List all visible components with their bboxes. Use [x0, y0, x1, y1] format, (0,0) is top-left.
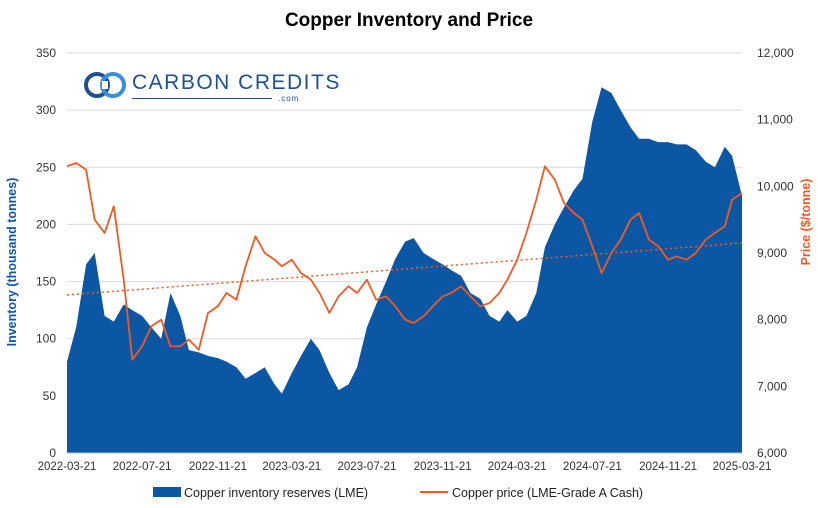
- chart-title: Copper Inventory and Price: [284, 10, 534, 31]
- y-left-tick-label: 150: [36, 275, 56, 289]
- y-axis-left-label: Inventory (thousand tonnes): [5, 178, 19, 347]
- legend-label-price: Copper price (LME-Grade A Cash): [452, 486, 643, 500]
- x-tick-label: 2024-07-21: [563, 461, 622, 473]
- inventory-area: [67, 87, 742, 454]
- y-left-tick-label: 100: [36, 332, 56, 346]
- y-left-tick-label: 350: [36, 46, 56, 60]
- y-left-tick-label: 200: [36, 217, 56, 231]
- x-tick-label: 2023-03-21: [262, 461, 321, 473]
- y-right-tick-label: 11,000: [757, 113, 793, 127]
- inventory-area-layer: [67, 87, 742, 454]
- x-tick-label: 2023-11-21: [414, 461, 472, 473]
- y-right-tick-label: 9,000: [757, 246, 787, 260]
- logo-domain: .com: [278, 94, 300, 103]
- price-line: [66, 162, 743, 361]
- logo-name: CARBON CREDITS: [132, 71, 341, 94]
- x-tick-label: 2024-11-21: [639, 461, 697, 473]
- x-tick-label: 2022-03-21: [38, 461, 97, 473]
- y-left-tick-label: 50: [43, 389, 57, 403]
- x-tick-label: 2023-07-21: [338, 461, 397, 473]
- y-right-tick-label: 8,000: [757, 313, 787, 327]
- y-left-tick-label: 250: [36, 160, 56, 174]
- x-tick-label: 2022-11-21: [189, 461, 247, 473]
- legend-swatch-inventory: [153, 487, 181, 497]
- axes: 0 50 100 150 200 250 300 350 6,000 7,000 8,000 9,00…: [36, 46, 794, 473]
- y-right-tick-label: 6,000: [757, 446, 787, 460]
- x-tick-label: 2025-03-21: [713, 461, 772, 473]
- logo-mark-icon: [84, 72, 126, 98]
- logo-rule: [132, 98, 272, 99]
- y-right-tick-label: 12,000: [757, 46, 794, 60]
- legend: Copper inventory reserves (LME) Copper p…: [153, 486, 643, 500]
- y-axis-right-label: Price ($/tonne): [799, 179, 813, 266]
- y-right-tick-label: 10,000: [757, 179, 794, 193]
- carbon-credits-logo: CARBON CREDITS .com: [82, 68, 339, 107]
- legend-label-inventory: Copper inventory reserves (LME): [184, 486, 368, 500]
- y-left-tick-label: 300: [36, 103, 56, 117]
- x-tick-label: 2024-03-21: [488, 461, 547, 473]
- price-line-layer: [66, 162, 743, 361]
- x-tick-label: 2022-07-21: [113, 461, 172, 473]
- y-right-tick-label: 7,000: [757, 379, 787, 393]
- y-left-tick-label: 0: [49, 446, 56, 460]
